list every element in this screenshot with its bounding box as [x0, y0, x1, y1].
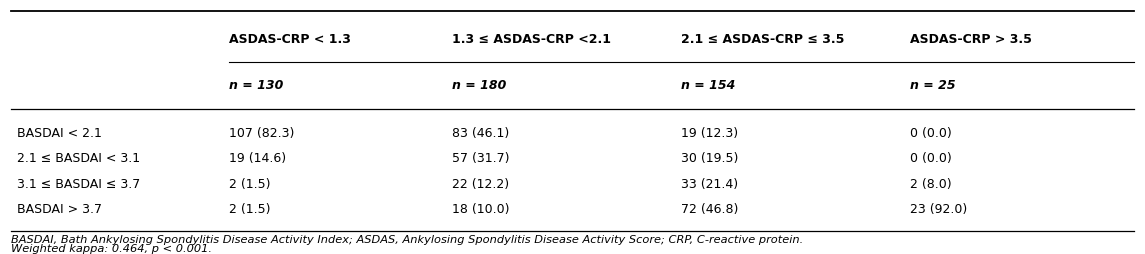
Text: 2.1 ≤ BASDAI < 3.1: 2.1 ≤ BASDAI < 3.1 [17, 152, 141, 165]
Text: 1.3 ≤ ASDAS-CRP <2.1: 1.3 ≤ ASDAS-CRP <2.1 [452, 33, 611, 46]
Text: 0 (0.0): 0 (0.0) [910, 127, 951, 140]
Text: n = 154: n = 154 [681, 78, 735, 92]
Text: 2.1 ≤ ASDAS-CRP ≤ 3.5: 2.1 ≤ ASDAS-CRP ≤ 3.5 [681, 33, 845, 46]
Text: 2 (8.0): 2 (8.0) [910, 178, 951, 191]
Text: BASDAI < 2.1: BASDAI < 2.1 [17, 127, 102, 140]
Text: n = 130: n = 130 [229, 78, 283, 92]
Text: 22 (12.2): 22 (12.2) [452, 178, 510, 191]
Text: 83 (46.1): 83 (46.1) [452, 127, 510, 140]
Text: 2 (1.5): 2 (1.5) [229, 203, 270, 216]
Text: 18 (10.0): 18 (10.0) [452, 203, 510, 216]
Text: ASDAS-CRP < 1.3: ASDAS-CRP < 1.3 [229, 33, 350, 46]
Text: ASDAS-CRP > 3.5: ASDAS-CRP > 3.5 [910, 33, 1032, 46]
Text: n = 180: n = 180 [452, 78, 506, 92]
Text: 107 (82.3): 107 (82.3) [229, 127, 294, 140]
Text: 33 (21.4): 33 (21.4) [681, 178, 739, 191]
Text: Weighted kappa: 0.464, p < 0.001.: Weighted kappa: 0.464, p < 0.001. [11, 244, 213, 254]
Text: BASDAI > 3.7: BASDAI > 3.7 [17, 203, 102, 216]
Text: 3.1 ≤ BASDAI ≤ 3.7: 3.1 ≤ BASDAI ≤ 3.7 [17, 178, 141, 191]
Text: 19 (14.6): 19 (14.6) [229, 152, 286, 165]
Text: 23 (92.0): 23 (92.0) [910, 203, 968, 216]
Text: BASDAI, Bath Ankylosing Spondylitis Disease Activity Index; ASDAS, Ankylosing Sp: BASDAI, Bath Ankylosing Spondylitis Dise… [11, 235, 804, 245]
Text: 30 (19.5): 30 (19.5) [681, 152, 739, 165]
Text: 0 (0.0): 0 (0.0) [910, 152, 951, 165]
Text: 2 (1.5): 2 (1.5) [229, 178, 270, 191]
Text: 57 (31.7): 57 (31.7) [452, 152, 510, 165]
Text: 19 (12.3): 19 (12.3) [681, 127, 739, 140]
Text: n = 25: n = 25 [910, 78, 956, 92]
Text: 72 (46.8): 72 (46.8) [681, 203, 739, 216]
